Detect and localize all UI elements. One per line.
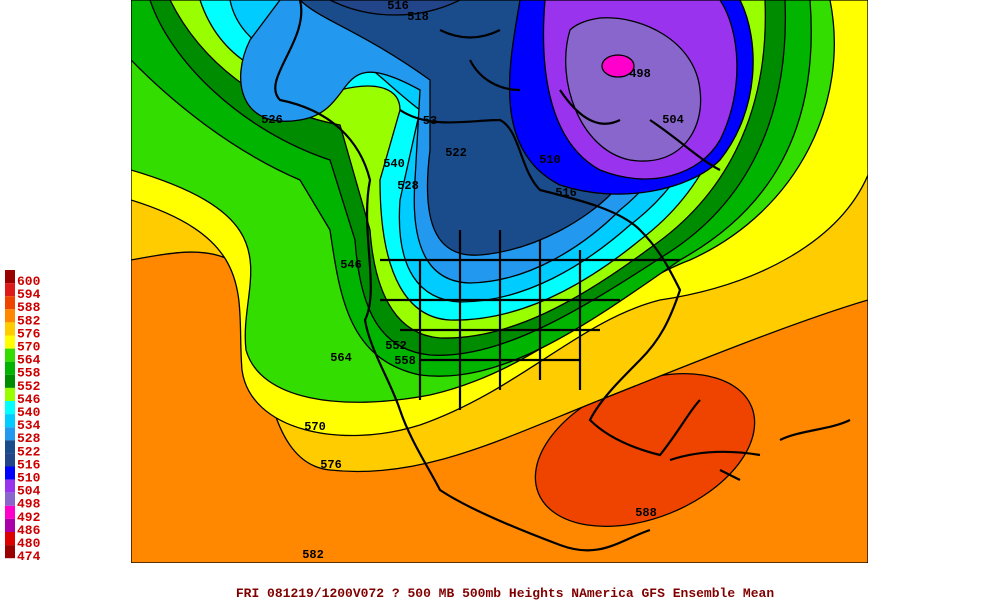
contour-label: 570 [304, 420, 326, 434]
contour-label: 516 [555, 186, 577, 200]
contour-label: 504 [662, 113, 684, 127]
contour-label: 546 [340, 258, 362, 272]
caption: FRI 081219/1200V072 ? 500 MB 500mb Heigh… [236, 586, 774, 600]
contour-label: 576 [320, 458, 342, 472]
height-field [131, 0, 868, 563]
legend-label: 582 [17, 313, 41, 328]
legend-swatch [5, 374, 15, 388]
contour-label: 540 [383, 157, 405, 171]
legend-label: 480 [17, 536, 41, 551]
legend-swatch [5, 270, 15, 284]
legend-label: 474 [17, 549, 41, 564]
legend-label: 594 [17, 287, 41, 302]
legend-label: 504 [17, 484, 41, 499]
legend-swatch [5, 479, 15, 493]
legend-swatch [5, 440, 15, 454]
legend-swatch [5, 296, 15, 310]
contour-label: 528 [397, 179, 419, 193]
legend-swatch [5, 545, 15, 559]
legend-label: 570 [17, 339, 41, 354]
legend-swatch [5, 322, 15, 336]
legend-label: 498 [17, 497, 41, 512]
legend-label: 522 [17, 444, 41, 459]
contour-label: 510 [539, 153, 561, 167]
legend-label: 588 [17, 300, 41, 315]
legend-swatch [5, 283, 15, 297]
coastlines [274, 0, 851, 552]
legend-label: 486 [17, 523, 41, 538]
band-492 [601, 54, 635, 78]
legend: 6005945885825765705645585525465405345285… [5, 270, 41, 564]
legend-swatch [5, 401, 15, 415]
contour-label: 522 [445, 146, 467, 160]
legend-swatch [5, 505, 15, 519]
band-516-north [329, 0, 461, 16]
legend-swatch [5, 414, 15, 428]
band-498 [565, 17, 702, 162]
contour-label: 552 [385, 339, 407, 353]
legend-label: 564 [17, 353, 41, 368]
contour-label: 498 [629, 67, 651, 81]
contour-label: 526 [261, 113, 283, 127]
contour-label: 558 [394, 354, 416, 368]
legend-label: 516 [17, 457, 41, 472]
legend-swatch [5, 309, 15, 323]
legend-swatch [5, 466, 15, 480]
contour-label: 516 [387, 0, 409, 13]
legend-swatch [5, 518, 15, 532]
contour-label: 564 [330, 351, 352, 365]
legend-label: 528 [17, 431, 41, 446]
contour-label: 518 [407, 10, 429, 24]
contour-label: 582 [302, 548, 324, 562]
legend-label: 540 [17, 405, 41, 420]
legend-label: 558 [17, 366, 41, 381]
legend-label: 576 [17, 326, 41, 341]
legend-label: 492 [17, 510, 41, 525]
legend-label: 600 [17, 274, 41, 289]
legend-swatch [5, 361, 15, 375]
contour-label: 53 [423, 114, 437, 128]
legend-swatch [5, 335, 15, 349]
legend-swatch [5, 387, 15, 401]
legend-label: 546 [17, 392, 41, 407]
legend-swatch [5, 532, 15, 546]
legend-label: 552 [17, 379, 41, 394]
legend-swatch [5, 427, 15, 441]
legend-swatch [5, 453, 15, 467]
contour-label: 588 [635, 506, 657, 520]
legend-swatch [5, 492, 15, 506]
legend-label: 510 [17, 470, 41, 485]
legend-swatch [5, 348, 15, 362]
legend-label: 534 [17, 418, 41, 433]
